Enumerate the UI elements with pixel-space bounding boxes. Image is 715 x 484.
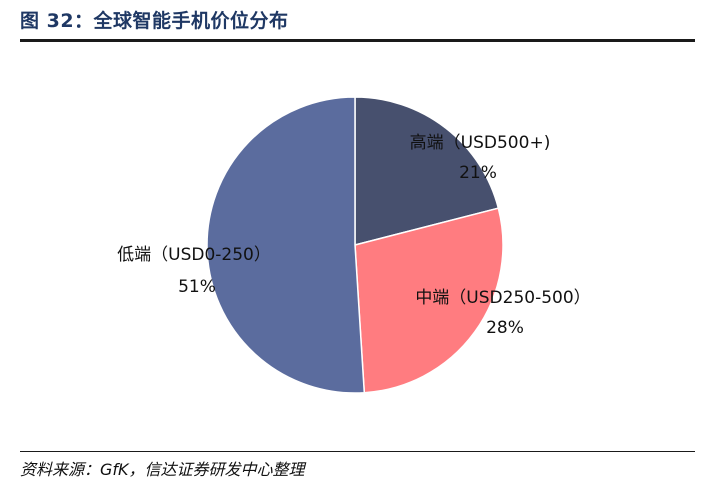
slice-percent-high: 21% — [459, 163, 497, 183]
pie-slice-mid — [354, 207, 504, 394]
slice-percent-mid: 28% — [486, 318, 524, 338]
title-divider — [20, 39, 695, 42]
pie-slice-high — [354, 96, 500, 246]
source-note: 资料来源：GfK，信达证券研发中心整理 — [20, 460, 305, 479]
pie-chart-area: 高端（USD500+) 21% 中端（USD250-500） 28% 低端（USD0-2… — [0, 44, 715, 444]
slice-label-low: 低端（USD0-250） — [117, 245, 271, 265]
slice-percent-low: 51% — [178, 277, 216, 297]
pie-chart: 高端（USD500+) 21% 中端（USD250-500） 28% 低端（USD0-2… — [117, 96, 591, 394]
slice-label-mid: 中端（USD250-500） — [415, 288, 590, 308]
source-divider — [20, 451, 695, 452]
slice-label-high: 高端（USD500+) — [410, 133, 551, 153]
pie-slice-low — [206, 96, 366, 394]
chart-title: 图 32：全球智能手机价位分布 — [20, 10, 289, 32]
